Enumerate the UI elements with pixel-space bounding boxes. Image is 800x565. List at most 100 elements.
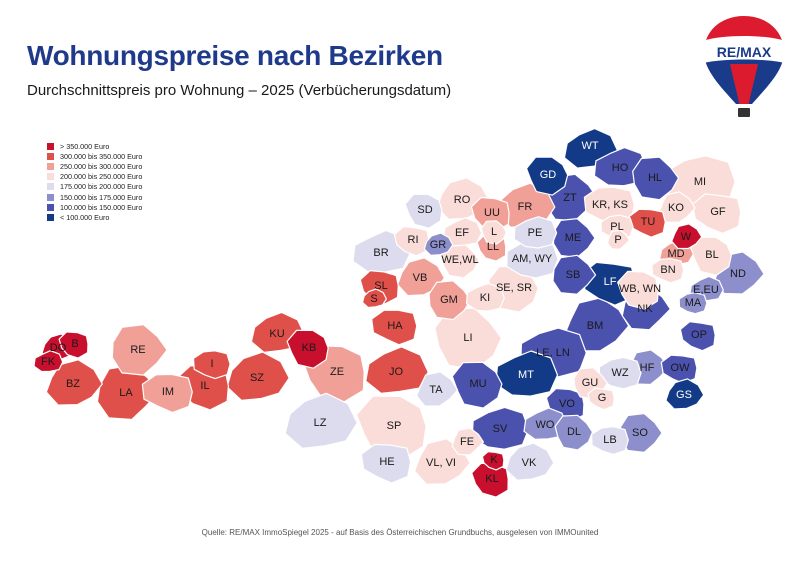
district-label: LF [604, 276, 617, 288]
district-region-ha [371, 309, 418, 346]
district-label: HF [640, 362, 655, 374]
district-label: L [491, 226, 497, 238]
district-region-hl [632, 156, 680, 201]
district-label: KO [668, 202, 684, 214]
legend-swatch [47, 152, 54, 160]
district-label: RO [454, 194, 471, 206]
district-label: SL [374, 280, 387, 292]
legend: > 350.000 Euro 300.000 bis 350.000 Euro 25… [47, 141, 142, 223]
district-label: DO [50, 342, 67, 354]
district-label: IM [162, 386, 174, 398]
district-label: GU [582, 377, 599, 389]
district-region-sz [226, 351, 290, 401]
district-region-bn [651, 258, 685, 284]
district-label: P [614, 234, 621, 246]
legend-item: 200.000 bis 250.000 Euro [47, 172, 142, 182]
district-region-gs [665, 378, 705, 410]
legend-label: > 350.000 Euro [60, 141, 110, 151]
district-label: OP [691, 329, 707, 341]
district-region-gm [428, 280, 472, 321]
district-label: OW [671, 362, 691, 374]
district-label: SO [632, 427, 648, 439]
district-label: GS [676, 389, 692, 401]
district-label: LA [119, 387, 133, 399]
district-label: SB [566, 269, 581, 281]
district-label: MT [518, 369, 534, 381]
district-label: FR [518, 201, 533, 213]
district-label: B [71, 338, 78, 350]
district-region-gr [423, 232, 454, 256]
district-label: HE [379, 456, 394, 468]
district-region-vb [397, 257, 446, 297]
district-label: S [370, 293, 377, 305]
district-region-ta [415, 371, 459, 407]
district-label: LE, LN [536, 347, 570, 359]
district-region-sd [404, 193, 443, 229]
district-region-w [671, 223, 703, 250]
district-label: VK [522, 457, 537, 469]
district-label: BR [373, 247, 388, 259]
district-region-g [587, 387, 615, 411]
legend-label: < 100.000 Euro [60, 212, 110, 222]
district-label: SV [493, 423, 508, 435]
district-label: GD [540, 169, 557, 181]
district-label: KL [485, 473, 498, 485]
legend-label: 150.000 bis 175.000 Euro [60, 192, 143, 202]
district-label: KB [302, 342, 317, 354]
district-region-s [361, 288, 387, 309]
district-label: AM, WY [512, 253, 553, 265]
district-region-sb [552, 254, 597, 295]
legend-item: > 350.000 Euro [47, 141, 142, 151]
district-region-vk [505, 442, 555, 481]
district-region-bz [45, 359, 103, 406]
legend-item: 175.000 bis 200.000 Euro [47, 182, 142, 192]
district-label: SZ [250, 372, 264, 384]
logo-text: RE/MAX [717, 44, 772, 60]
district-region-gd [525, 156, 569, 196]
district-label: GF [710, 206, 726, 218]
district-label: JO [389, 366, 404, 378]
district-region-dl [554, 414, 594, 451]
district-region-fe [451, 427, 484, 456]
legend-swatch [47, 183, 54, 191]
district-region-i [192, 350, 231, 380]
district-region-lz [284, 392, 358, 449]
district-label: VO [559, 398, 575, 410]
district-region-ki [465, 282, 505, 312]
district-label: RI [408, 234, 419, 246]
district-label: SP [387, 420, 402, 432]
district-label: I [210, 358, 213, 370]
legend-swatch [47, 193, 54, 201]
district-label: FE [460, 436, 474, 448]
district-label: SE, SR [496, 282, 532, 294]
district-region-kb [286, 329, 329, 369]
district-label: ME [565, 232, 582, 244]
page-subtitle: Durchschnittspreis pro Wohnung – 2025 (V… [27, 82, 452, 99]
district-label: DL [567, 426, 581, 438]
district-label: IL [200, 380, 209, 392]
legend-item: 300.000 bis 350.000 Euro [47, 151, 142, 161]
legend-swatch [47, 142, 54, 150]
district-label: MA [685, 297, 702, 309]
district-label: WT [581, 140, 598, 152]
district-region-wb-wn [617, 270, 659, 310]
district-label: VB [413, 272, 428, 284]
district-label: KI [480, 292, 490, 304]
legend-label: 300.000 bis 350.000 Euro [60, 151, 143, 161]
legend-swatch [47, 173, 54, 181]
district-region-he [360, 443, 412, 484]
district-label: WE,WL [441, 254, 478, 266]
district-label: PL [610, 221, 623, 233]
legend-swatch [47, 162, 54, 170]
district-label: KR, KS [592, 199, 628, 211]
legend-swatch [47, 203, 54, 211]
district-label: HO [612, 162, 629, 174]
district-label: RE [130, 344, 145, 356]
district-label: BZ [66, 378, 80, 390]
district-region-mu [451, 361, 503, 409]
district-label: VL, VI [426, 457, 456, 469]
district-region-p [607, 229, 631, 250]
district-label: HL [648, 172, 662, 184]
district-label: E,EU [693, 284, 719, 296]
